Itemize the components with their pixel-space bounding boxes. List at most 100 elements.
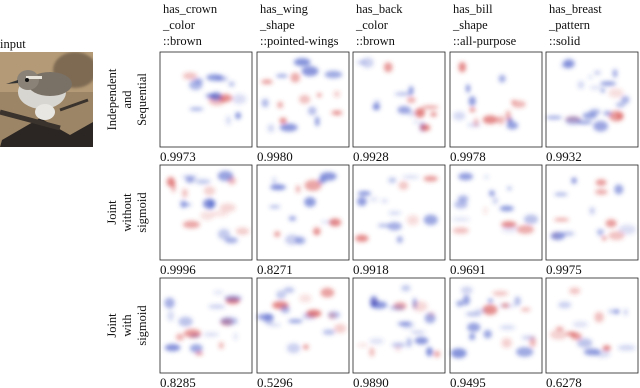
saliency-blob (558, 301, 572, 309)
saliency-blob (279, 123, 298, 132)
saliency-blob (270, 184, 286, 191)
panel-border (449, 51, 543, 148)
saliency-blobs (261, 58, 343, 133)
saliency-blob (483, 329, 492, 339)
saliency-blob (616, 112, 624, 120)
saliency-blob (203, 332, 219, 337)
column-header: ::brown (163, 34, 203, 48)
saliency-blobs (550, 177, 636, 241)
row-label: sigmoid (135, 305, 149, 346)
saliency-blob (361, 57, 374, 68)
saliency-blob (167, 310, 175, 322)
saliency-blob (520, 307, 531, 312)
score: 0.8271 (257, 262, 293, 277)
heatmap-panel (545, 51, 639, 148)
saliency-blob (618, 224, 636, 235)
saliency-blob (600, 81, 617, 86)
saliency-blob (501, 225, 518, 233)
heatmap-panel (545, 164, 639, 261)
saliency-blob (398, 181, 409, 190)
row-label: and (120, 90, 134, 109)
saliency-blob (317, 93, 322, 98)
score: 0.9932 (546, 149, 582, 164)
saliency-blob (357, 196, 367, 207)
score: 0.9691 (450, 262, 486, 277)
saliency-blob (211, 210, 229, 217)
saliency-blob (415, 107, 426, 118)
saliency-blob (572, 321, 588, 328)
saliency-blob (369, 347, 375, 357)
saliency-blob (271, 177, 277, 185)
saliency-blob (603, 110, 612, 116)
saliency-blob (181, 174, 198, 179)
saliency-blob (218, 341, 224, 350)
score: 0.9890 (353, 375, 389, 388)
panel-border (256, 277, 350, 374)
saliency-blob (357, 343, 369, 347)
saliency-blob (482, 115, 498, 125)
saliency-blob (414, 336, 429, 345)
score: 0.9973 (160, 149, 196, 164)
saliency-blob (182, 72, 198, 80)
saliency-blob (401, 321, 415, 330)
saliency-blob (277, 101, 284, 109)
saliency-blob (329, 218, 342, 227)
input-label: input (0, 37, 26, 51)
saliency-blob (235, 227, 250, 236)
saliency-blob (394, 345, 401, 352)
saliency-blob (406, 96, 416, 104)
saliency-blob (499, 205, 514, 212)
saliency-blob (377, 223, 390, 228)
panel-border (545, 277, 639, 374)
saliency-blob (506, 121, 519, 130)
row-label: sigmoid (135, 192, 149, 233)
heatmap-panel (449, 164, 543, 261)
saliency-blob (595, 189, 608, 195)
saliency-blob (373, 100, 381, 104)
row-label: Independent (105, 68, 119, 130)
saliency-blob (189, 107, 204, 111)
panel-border (159, 51, 253, 148)
saliency-blob (593, 70, 601, 75)
saliency-blob (614, 184, 624, 195)
panel-border (159, 277, 253, 374)
panel-border (159, 164, 253, 261)
saliency-blob (410, 330, 425, 334)
saliency-blob (560, 62, 572, 69)
column-header: _shape (452, 18, 488, 32)
saliency-blob (299, 94, 311, 104)
saliency-blob (383, 62, 393, 73)
saliency-blob (555, 327, 564, 331)
saliency-blob (276, 290, 287, 300)
heatmap-panel (449, 277, 543, 374)
saliency-blob (319, 171, 337, 181)
heatmap-panel (159, 277, 253, 374)
column-header: _pattern (548, 18, 591, 32)
saliency-blob (602, 236, 607, 241)
saliency-blob (333, 90, 341, 98)
saliency-blob (560, 231, 575, 236)
column-header: _color (162, 18, 196, 32)
saliency-blobs (166, 170, 250, 244)
saliency-blob (288, 319, 303, 324)
saliency-blob (612, 68, 618, 78)
saliency-blobs (269, 171, 342, 245)
saliency-blob (473, 117, 479, 127)
saliency-blob (421, 105, 439, 109)
saliency-blobs (549, 287, 636, 358)
saliency-blobs (355, 175, 438, 244)
saliency-blob (228, 81, 235, 87)
saliency-blob (394, 92, 413, 96)
saliency-blob (328, 312, 336, 320)
saliency-blob (420, 124, 431, 132)
saliency-blob (487, 298, 494, 303)
saliency-blob (450, 348, 467, 359)
column-header: ::all-purpose (453, 34, 517, 48)
saliency-blob (181, 188, 188, 198)
saliency-blob (387, 221, 402, 231)
saliency-blob (275, 74, 288, 78)
score: 0.9918 (353, 262, 389, 277)
saliency-blob (521, 335, 536, 340)
saliency-blob (322, 329, 336, 335)
